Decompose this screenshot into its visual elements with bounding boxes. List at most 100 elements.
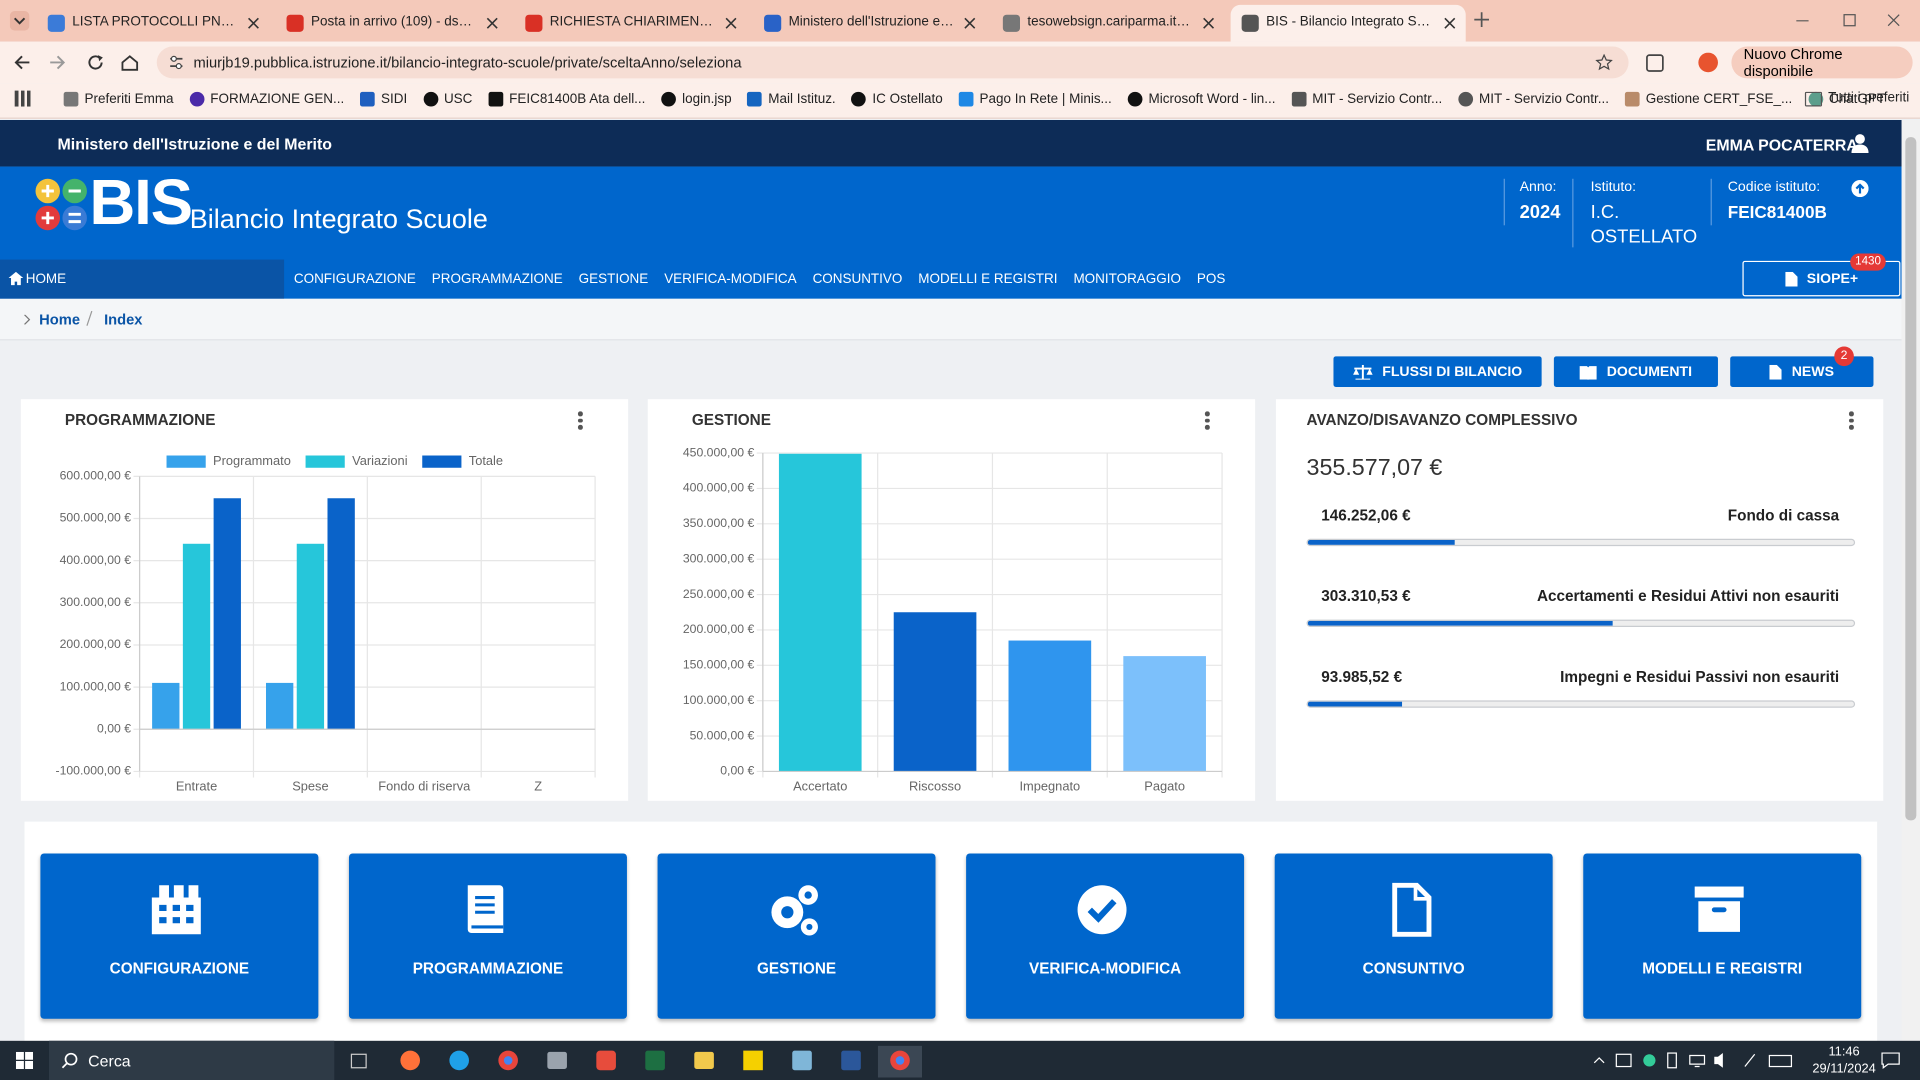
- tile[interactable]: CONFIGURAZIONE: [40, 853, 318, 1018]
- scroll-thumb[interactable]: [1905, 137, 1916, 820]
- tile[interactable]: CONSUNTIVO: [1275, 853, 1553, 1018]
- bookmark[interactable]: SIDI: [360, 91, 407, 107]
- bookmark-label[interactable]: FORMAZIONE GEN...: [210, 91, 344, 106]
- start-button[interactable]: [16, 1052, 33, 1069]
- bookmark[interactable]: Mail Istituz.: [747, 91, 835, 107]
- bookmark[interactable]: Pago In Rete | Minis...: [959, 91, 1112, 107]
- all-bookmarks[interactable]: Tutti i preferiti: [1805, 91, 1909, 107]
- tile-label[interactable]: GESTIONE: [658, 960, 936, 977]
- notifications[interactable]: [1881, 1052, 1901, 1069]
- tile-label[interactable]: MODELLI E REGISTRI: [1583, 960, 1861, 977]
- bookmark-label[interactable]: SIDI: [381, 91, 407, 106]
- card-menu[interactable]: [1849, 411, 1854, 431]
- tab[interactable]: Posta in arrivo (109) - dsga@o...: [276, 5, 509, 42]
- tab[interactable]: BIS - Bilancio Integrato Scuole |: [1231, 5, 1466, 42]
- tab-close[interactable]: [1202, 17, 1214, 29]
- button-label[interactable]: NEWS: [1792, 364, 1834, 379]
- bookmark-label[interactable]: Mail Istituz.: [768, 91, 835, 106]
- tab[interactable]: tesowebsign.cariparma.it/TesoW...: [992, 5, 1225, 42]
- documenti-button[interactable]: DOCUMENTI: [1554, 356, 1718, 387]
- logo: BIS: [89, 167, 191, 240]
- tile-label[interactable]: CONSUNTIVO: [1275, 960, 1553, 977]
- flussi-button[interactable]: FLUSSI DI BILANCIO: [1333, 356, 1541, 387]
- taskbar-apps[interactable]: [347, 1046, 923, 1078]
- tile[interactable]: VERIFICA-MODIFICA: [966, 853, 1244, 1018]
- bookmark-icon: [1291, 91, 1306, 106]
- nav-item[interactable]: CONFIGURAZIONE: [294, 272, 416, 287]
- bookmark-label[interactable]: login.jsp: [682, 91, 731, 106]
- home-link[interactable]: HOME: [26, 272, 66, 287]
- siope-label[interactable]: SIOPE+: [1807, 271, 1858, 286]
- nav-item[interactable]: MODELLI E REGISTRI: [918, 272, 1057, 287]
- tab[interactable]: LISTA PROTOCOLLI PNRR D.M ...: [37, 5, 270, 42]
- nav-item[interactable]: MONITORAGGIO: [1073, 272, 1181, 287]
- tab-title[interactable]: BIS - Bilancio Integrato Scuole |: [1266, 15, 1431, 30]
- tile[interactable]: GESTIONE: [658, 853, 936, 1018]
- tab-title[interactable]: LISTA PROTOCOLLI PNRR D.M ...: [72, 15, 237, 30]
- tab-close[interactable]: [725, 17, 737, 29]
- bookmark[interactable]: FEIC81400B Ata dell...: [488, 91, 645, 107]
- bookmark-star[interactable]: [1596, 54, 1613, 71]
- bookmark[interactable]: IC Ostellato: [852, 91, 943, 107]
- bookmark-label[interactable]: USC: [444, 91, 472, 106]
- tab-title[interactable]: Posta in arrivo (109) - dsga@o...: [311, 15, 476, 30]
- nav-item[interactable]: GESTIONE: [579, 272, 649, 287]
- address-bar[interactable]: miurjb19.pubblica.istruzione.it/bilancio…: [157, 47, 1629, 79]
- nav-item[interactable]: VERIFICA-MODIFICA: [664, 272, 796, 287]
- bookmark-label[interactable]: FEIC81400B Ata dell...: [509, 91, 645, 106]
- bookmark[interactable]: MIT - Servizio Contr...: [1291, 91, 1442, 107]
- extensions[interactable]: [1646, 53, 1719, 75]
- tab[interactable]: RICHIESTA CHIARIMENTI ANAC...: [514, 5, 747, 42]
- tile-label[interactable]: VERIFICA-MODIFICA: [966, 960, 1244, 977]
- user-name[interactable]: EMMA POCATERRA: [1706, 136, 1858, 154]
- tab[interactable]: Ministero dell'Istruzione e del M...: [753, 5, 986, 42]
- nav-item[interactable]: CONSUNTIVO: [813, 272, 903, 287]
- bookmark-label[interactable]: Pago In Rete | Minis...: [980, 91, 1112, 106]
- bookmark-label[interactable]: MIT - Servizio Contr...: [1312, 91, 1442, 106]
- button-label[interactable]: DOCUMENTI: [1607, 364, 1692, 379]
- bookmark-label[interactable]: Microsoft Word - lin...: [1149, 91, 1276, 106]
- bookmark[interactable]: MIT - Servizio Contr...: [1458, 91, 1609, 107]
- tray-icons[interactable]: [1592, 1051, 1812, 1071]
- tab-title[interactable]: RICHIESTA CHIARIMENTI ANAC...: [550, 15, 715, 30]
- window-controls[interactable]: [1790, 12, 1900, 29]
- bookmark-label[interactable]: Preferiti Emma: [84, 91, 173, 106]
- bookmark-label[interactable]: Gestione CERT_FSE_...: [1646, 91, 1792, 106]
- bookmark[interactable]: Gestione CERT_FSE_...: [1625, 91, 1792, 107]
- button-label[interactable]: FLUSSI DI BILANCIO: [1382, 364, 1522, 379]
- tab-title[interactable]: tesowebsign.cariparma.it/TesoW...: [1027, 15, 1192, 30]
- search-box[interactable]: Cerca: [49, 1041, 334, 1080]
- url[interactable]: miurjb19.pubblica.istruzione.it/bilancio…: [193, 54, 1540, 71]
- tab-close[interactable]: [247, 17, 259, 29]
- user-icon[interactable]: [1851, 133, 1868, 153]
- nav-item[interactable]: PROGRAMMAZIONE: [432, 272, 563, 287]
- bookmark[interactable]: USC: [423, 91, 472, 107]
- change-year-icon[interactable]: [1851, 180, 1868, 197]
- tab-search[interactable]: [10, 11, 30, 31]
- tile-icon: [764, 880, 823, 939]
- tab-close[interactable]: [486, 17, 498, 29]
- home-nav[interactable]: HOME: [0, 260, 284, 299]
- tile[interactable]: PROGRAMMAZIONE: [349, 853, 627, 1018]
- tab-close[interactable]: [1444, 17, 1456, 29]
- tab-close[interactable]: [964, 17, 976, 29]
- all-bookmarks-label[interactable]: Tutti i preferiti: [1828, 91, 1909, 107]
- breadcrumb-link[interactable]: Home: [39, 311, 80, 328]
- bookmark[interactable]: FORMAZIONE GEN...: [189, 91, 344, 107]
- nav-item[interactable]: POS: [1197, 272, 1225, 287]
- bookmark-label[interactable]: IC Ostellato: [872, 91, 942, 106]
- bookmark[interactable]: Preferiti Emma: [64, 91, 174, 107]
- tile-label[interactable]: CONFIGURAZIONE: [40, 960, 318, 977]
- update-button[interactable]: Nuovo Chrome disponibile: [1731, 47, 1912, 79]
- site-info-icon[interactable]: [168, 54, 185, 71]
- tile[interactable]: MODELLI E REGISTRI: [1583, 853, 1861, 1018]
- tab-title[interactable]: Ministero dell'Istruzione e del M...: [789, 15, 954, 30]
- new-tab[interactable]: [1473, 11, 1490, 28]
- search-text[interactable]: Cerca: [88, 1052, 130, 1070]
- nav-buttons[interactable]: [12, 53, 141, 73]
- bookmark[interactable]: Microsoft Word - lin...: [1128, 91, 1276, 107]
- bookmark-label[interactable]: MIT - Servizio Contr...: [1479, 91, 1609, 106]
- tile-label[interactable]: PROGRAMMAZIONE: [349, 960, 627, 977]
- bookmark[interactable]: login.jsp: [661, 91, 731, 107]
- apps-icon[interactable]: [15, 91, 31, 107]
